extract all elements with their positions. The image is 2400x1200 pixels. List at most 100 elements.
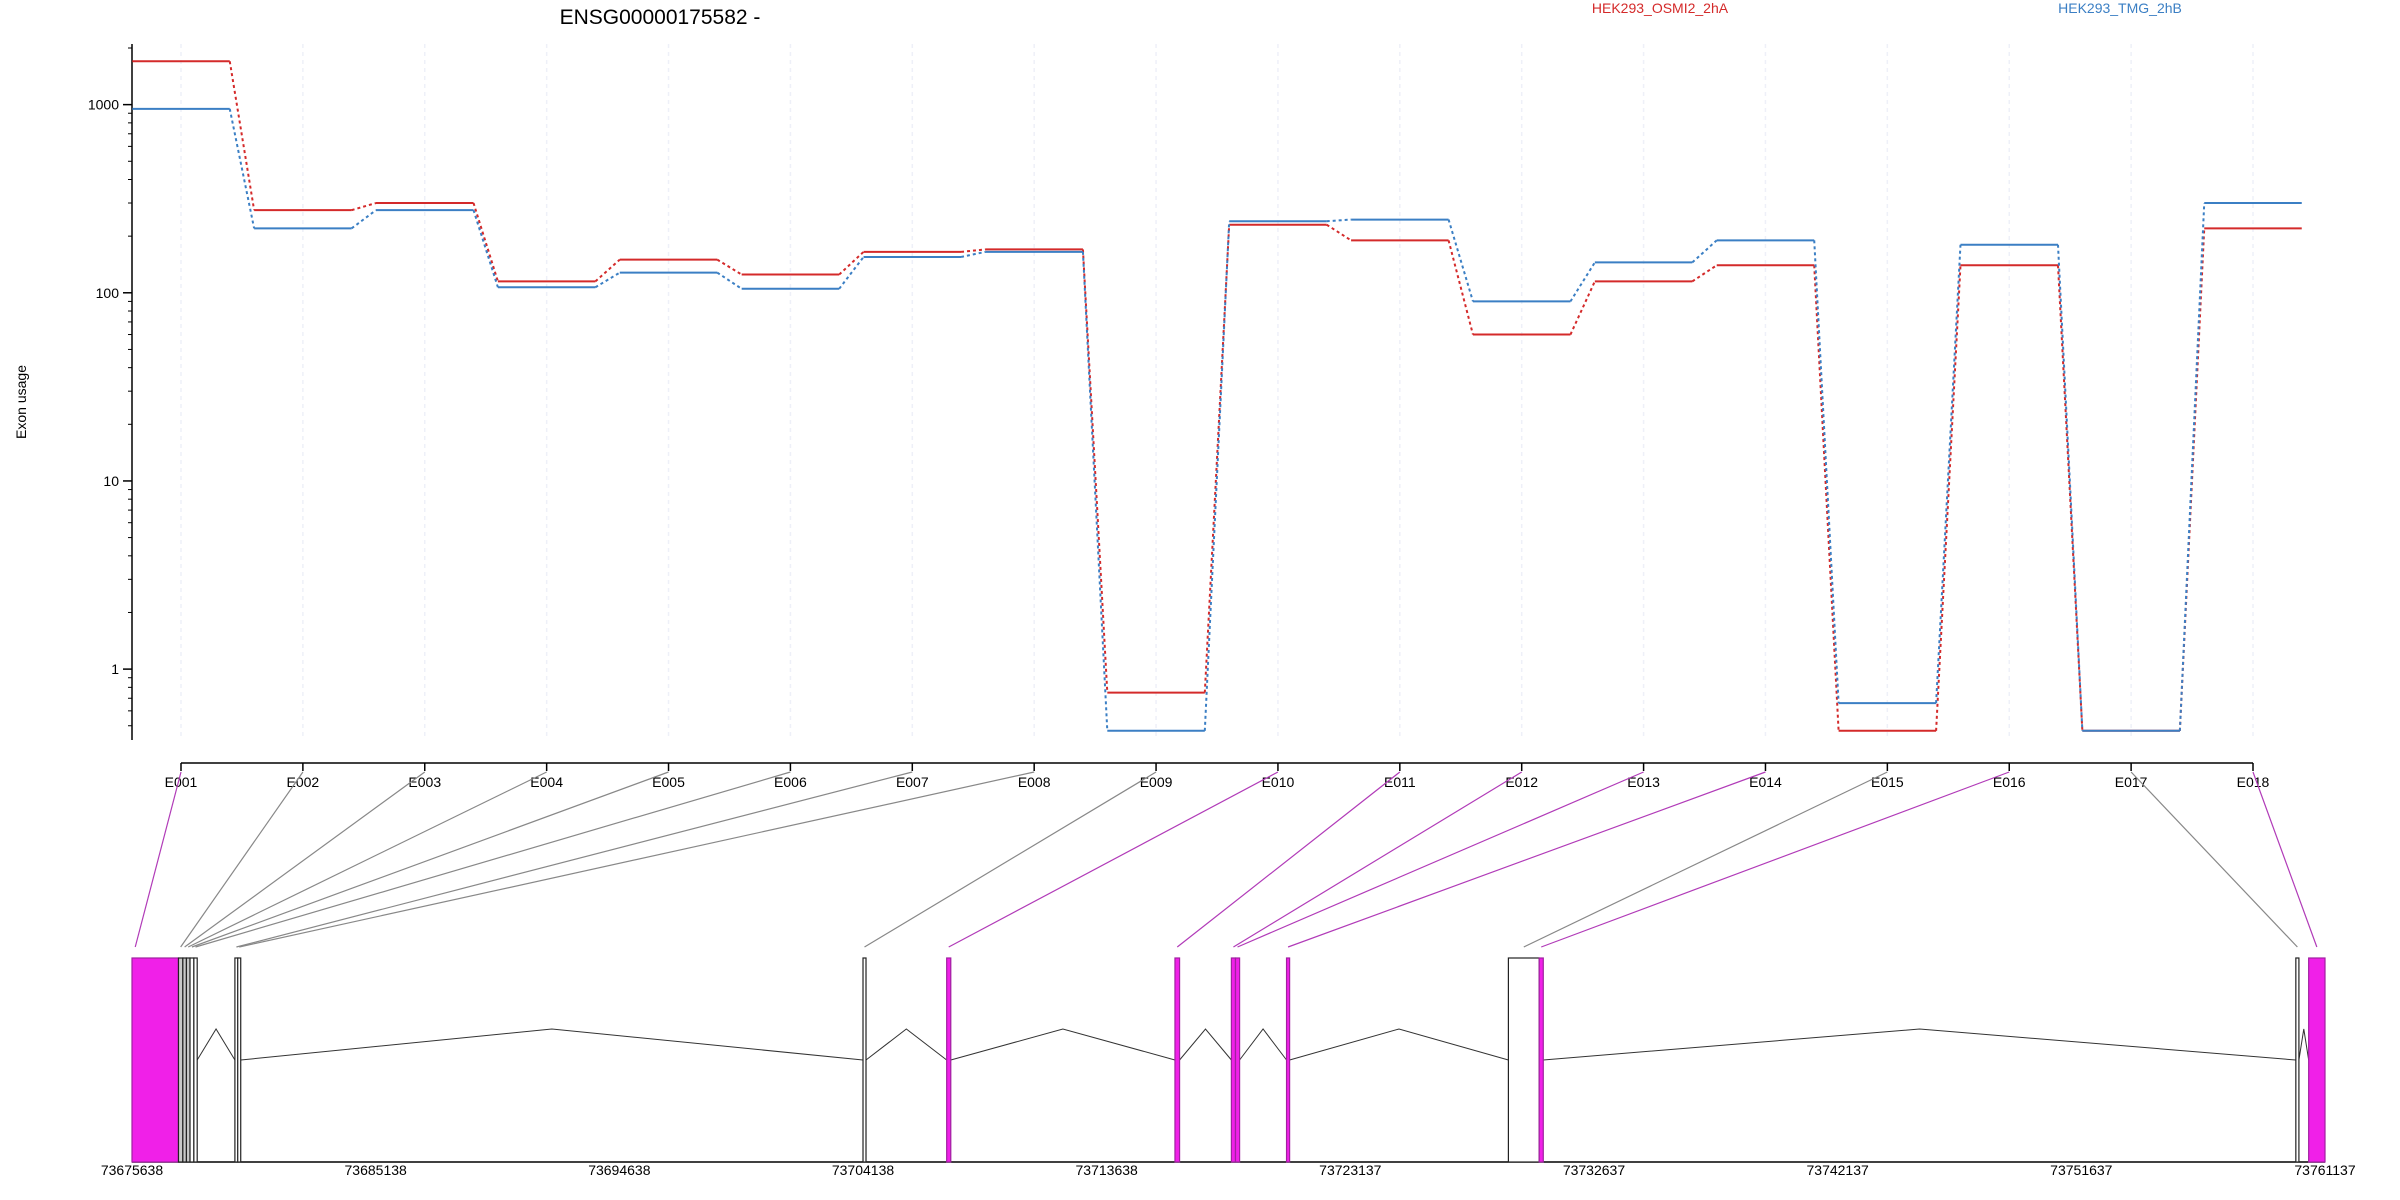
y-tick-label: 100 [96, 285, 120, 301]
genome-coordinate-label: 73761137 [2294, 1162, 2355, 1178]
intron-line [1239, 1028, 1287, 1061]
exon-link-e009 [864, 771, 1157, 948]
x-tick-label: E007 [896, 774, 929, 790]
intron-line [950, 1028, 1176, 1061]
series-lines [132, 60, 2302, 732]
exon-box-e001 [131, 957, 180, 1163]
exon-link-e003 [184, 771, 426, 948]
series-2-connector [716, 271, 743, 290]
series-2-connector [1691, 239, 1718, 264]
series-1-connector [1081, 249, 1109, 693]
grid-lines [180, 44, 2254, 740]
series-2-connector [472, 209, 499, 288]
x-tick-label: E010 [1262, 774, 1295, 790]
genome-coordinate-label: 73685138 [345, 1162, 408, 1178]
x-tick-label: E014 [1749, 774, 1782, 790]
exon-box-e013 [1234, 957, 1241, 1163]
x-tick-label: E004 [530, 774, 563, 790]
exon-box-e017 [2295, 957, 2300, 1163]
intron-line [1289, 1028, 1509, 1061]
series-2-connector [228, 108, 256, 229]
exon-link-e008 [239, 771, 1035, 948]
exon-box-e010 [946, 957, 952, 1163]
series-1 [132, 60, 2302, 732]
exon-link-e006 [195, 771, 791, 948]
intron-line [2298, 1028, 2310, 1061]
exon-link-e018 [2252, 771, 2318, 948]
y-axis-label: Exon usage [13, 365, 29, 439]
x-tick-label: E008 [1018, 774, 1051, 790]
exon-link-e015 [1523, 771, 1888, 948]
exon-link-e011 [1176, 771, 1401, 948]
series-2-connector [351, 209, 377, 230]
exon-box-e002 [177, 957, 184, 1163]
intron-line [196, 1028, 236, 1061]
series-2-connector [2178, 202, 2206, 731]
exon-box-e012 [1230, 957, 1237, 1163]
genome-coordinate-label: 73742137 [1807, 1162, 1870, 1178]
exon-link-e004 [187, 771, 547, 948]
legend-series-2: HEK293_TMG_2hB [2058, 0, 2182, 16]
series-1-connector [351, 202, 377, 212]
x-tick-label: E015 [1871, 774, 1904, 790]
exon-box-e016 [1538, 957, 1544, 1163]
exon-link-e012 [1233, 771, 1523, 948]
x-tick-label: E011 [1384, 774, 1416, 790]
series-1-connector [1935, 265, 1962, 731]
exon-box-e006 [193, 957, 198, 1163]
genome-coordinate-label: 73723137 [1319, 1162, 1382, 1178]
series-1-connector [716, 258, 743, 276]
chart-title: ENSG00000175582 - [560, 6, 761, 29]
y-tick-label: 10 [103, 473, 119, 489]
exon-link-e002 [180, 771, 304, 948]
series-2-connector [1081, 251, 1109, 731]
exon-link-e016 [1541, 771, 2010, 948]
legend-series-1: HEK293_OSMI2_2hA [1592, 0, 1729, 16]
exon-box-e009 [862, 957, 867, 1163]
x-tick-label: E005 [652, 774, 685, 790]
x-tick-label: E006 [774, 774, 807, 790]
series-2-connector [1203, 221, 1231, 731]
series-2-connector [1813, 240, 1840, 704]
intron-line [1543, 1028, 2296, 1061]
y-tick-label: 1000 [88, 97, 119, 113]
exon-link-e013 [1237, 771, 1644, 948]
exon-link-e005 [191, 771, 669, 948]
genome-coordinate-label: 73694638 [588, 1162, 651, 1178]
x-tick-label: E013 [1627, 774, 1660, 790]
exon-link-e014 [1287, 771, 1766, 948]
series-2-connector [1569, 261, 1596, 302]
x-tick-label: E003 [408, 774, 441, 790]
series-1-connector [594, 258, 621, 283]
series-1-connector [1691, 264, 1718, 283]
exon-link-e010 [948, 771, 1279, 948]
series-1-connector [1326, 223, 1352, 242]
intron-line [865, 1028, 947, 1061]
x-tick-label: E002 [287, 774, 320, 790]
series-2-connector [960, 250, 986, 258]
intron-line [1179, 1028, 1232, 1061]
y-tick-label: 1 [111, 661, 119, 677]
exon-box-e014 [1285, 957, 1291, 1163]
genome-coordinate-label: 73732637 [1563, 1162, 1626, 1178]
x-tick-label: E009 [1140, 774, 1173, 790]
series-2-connector [2056, 244, 2084, 731]
x-tick-label: E012 [1505, 774, 1538, 790]
x-tick-label: E017 [2115, 774, 2148, 790]
exon-box-e011 [1174, 957, 1181, 1163]
exon-link-lines [134, 771, 2318, 948]
x-tick-label: E016 [1993, 774, 2026, 790]
series-1-connector [228, 61, 256, 211]
series-1-connector [472, 202, 499, 282]
genome-coordinate-label: 73675638 [101, 1162, 164, 1178]
exon-link-e007 [236, 771, 913, 948]
series-1-connector [1569, 280, 1596, 335]
exon-link-e001 [134, 771, 182, 948]
genome-coordinate-label: 73704138 [832, 1162, 895, 1178]
exon-box-e015 [1507, 957, 1540, 1163]
x-tick-label: E001 [165, 774, 198, 790]
series-1-connector [1447, 240, 1474, 335]
exon-box-e008 [237, 957, 242, 1163]
series-2-connector [1935, 244, 1962, 704]
